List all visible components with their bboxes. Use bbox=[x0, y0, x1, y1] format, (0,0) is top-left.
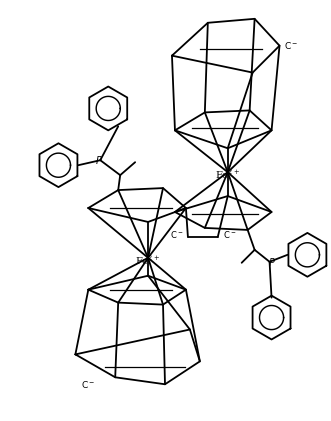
Text: C$^-$: C$^-$ bbox=[169, 229, 183, 240]
Text: P: P bbox=[269, 258, 274, 268]
Text: C$^-$: C$^-$ bbox=[285, 40, 299, 51]
Text: C$^-$: C$^-$ bbox=[81, 379, 95, 390]
Text: Fe$^{2+}$: Fe$^{2+}$ bbox=[135, 253, 161, 266]
Text: C$^-$: C$^-$ bbox=[223, 229, 236, 240]
Text: P: P bbox=[95, 156, 101, 166]
Text: Fe$^{2+}$: Fe$^{2+}$ bbox=[215, 167, 240, 181]
